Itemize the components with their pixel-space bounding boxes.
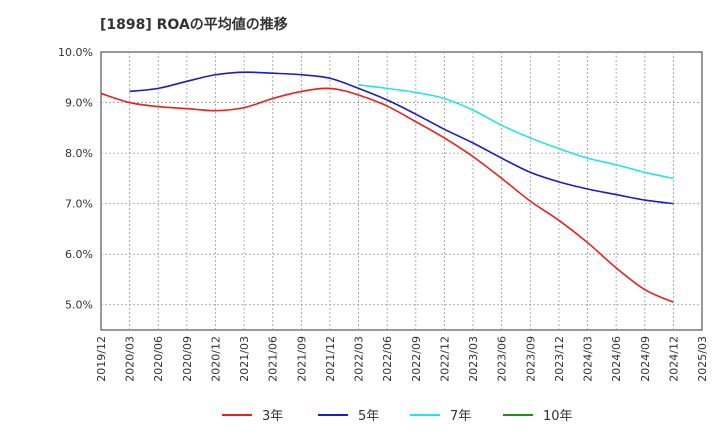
plot-area xyxy=(100,51,703,331)
y-tick-label: 7.0% xyxy=(65,198,93,211)
x-tick-label: 2021/03 xyxy=(238,336,251,382)
x-tick-label: 2021/12 xyxy=(324,336,337,382)
series-line-7年 xyxy=(358,84,674,180)
legend-label: 7年 xyxy=(450,409,471,424)
x-tick-label: 2024/03 xyxy=(582,336,595,382)
x-tick-label: 2021/06 xyxy=(267,336,280,382)
x-tick-label: 2024/09 xyxy=(639,336,652,382)
x-tick-label: 2019/12 xyxy=(95,336,108,382)
y-tick-label: 5.0% xyxy=(65,299,93,312)
series-line-5年 xyxy=(129,71,674,205)
series-layer xyxy=(100,71,674,303)
x-tick-label: 2021/09 xyxy=(295,336,308,382)
y-axis-ticks: 5.0% 6.0% 7.0% 8.0% 9.0% 10.0% xyxy=(58,46,93,312)
x-tick-label: 2024/12 xyxy=(667,336,680,382)
x-tick-label: 2022/03 xyxy=(353,336,366,382)
x-axis-ticks: 2019/12 2020/03 2020/06 2020/09 2020/12 2021/… xyxy=(95,336,709,382)
x-tick-label: 2022/12 xyxy=(438,336,451,382)
x-tick-label: 2020/06 xyxy=(152,336,165,382)
y-tick-label: 9.0% xyxy=(65,97,93,110)
x-tick-label: 2023/03 xyxy=(467,336,480,382)
legend-label: 5年 xyxy=(358,409,379,424)
y-tick-label: 6.0% xyxy=(65,248,93,261)
series-line-3年 xyxy=(100,87,674,303)
x-tick-label: 2022/06 xyxy=(381,336,394,382)
x-tick-label: 2023/12 xyxy=(553,336,566,382)
grid-layer xyxy=(101,52,702,330)
x-tick-label: 2023/06 xyxy=(496,336,509,382)
x-tick-label: 2024/06 xyxy=(610,336,623,382)
legend-label: 3年 xyxy=(262,409,283,424)
x-tick-label: 2022/09 xyxy=(410,336,423,382)
legend-label: 10年 xyxy=(543,409,573,424)
x-tick-label: 2020/09 xyxy=(181,336,194,382)
chart-title: [1898] ROAの平均値の推移 xyxy=(100,17,288,33)
x-tick-label: 2025/03 xyxy=(696,336,709,382)
x-tick-label: 2023/09 xyxy=(524,336,537,382)
legend: 3年 5年 7年 10年 xyxy=(222,409,573,424)
x-tick-label: 2020/03 xyxy=(124,336,137,382)
x-tick-label: 2020/12 xyxy=(209,336,222,382)
y-tick-label: 8.0% xyxy=(65,147,93,160)
y-tick-label: 10.0% xyxy=(58,46,93,59)
